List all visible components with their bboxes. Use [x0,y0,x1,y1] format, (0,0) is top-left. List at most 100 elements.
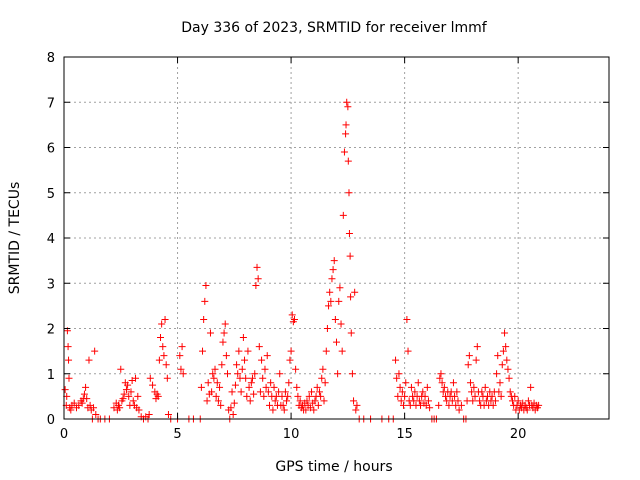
data-point [489,401,497,409]
data-point [176,352,184,360]
data-point [337,320,345,328]
data-point [402,379,410,387]
data-point [246,397,254,405]
data-point [313,383,321,391]
data-point [449,379,457,387]
data-point [177,365,185,373]
data-point [346,252,354,260]
x-axis-label: GPS time / hours [275,459,392,475]
data-point [260,392,268,400]
data-point [495,388,503,396]
data-point [333,338,340,346]
data-point [284,392,292,400]
data-point [210,374,218,382]
data-point [209,370,217,378]
x-axis-ticks: 0 5 10 15 20 [60,57,526,442]
data-point [259,374,267,382]
data-point [227,404,235,412]
data-point [122,386,130,394]
data-point [253,263,261,271]
data-point [344,157,352,165]
data-point [266,401,274,409]
data-point [238,365,246,373]
data-point [421,392,429,400]
data-point [469,397,477,405]
data-point [159,343,167,351]
x-tick-label: 0 [60,427,68,442]
data-point [436,374,444,382]
data-point [470,383,478,391]
data-point [247,379,255,387]
y-tick-label: 1 [47,368,55,383]
data-point [202,282,210,290]
data-point [423,383,431,391]
data-point [146,374,154,382]
data-point [221,320,229,328]
data-point [127,388,135,396]
data-point [292,365,300,373]
data-point [311,397,319,405]
data-point [120,390,128,398]
data-point [502,343,510,351]
data-point [267,379,275,387]
data-point [445,401,453,409]
data-point [351,288,359,296]
data-point [396,383,404,391]
data-point [338,347,346,355]
y-tick-label: 7 [47,96,55,111]
data-point [281,388,289,396]
data-point [208,388,216,396]
data-point [214,397,222,405]
data-point [471,392,479,400]
data-point [340,148,348,156]
data-point [468,388,476,396]
data-point [394,392,402,400]
data-point [491,397,499,405]
data-point [455,406,463,414]
data-point [116,404,124,412]
data-point [224,370,231,378]
data-point [220,329,228,337]
x-tick-label: 15 [396,427,413,442]
data-point [119,395,127,403]
data-point [293,383,301,391]
data-point [157,334,165,342]
data-point [454,397,462,405]
data-point [496,379,504,387]
data-point [296,397,304,405]
data-point [204,379,212,387]
data-point [125,392,133,400]
data-point [494,352,502,360]
data-point [199,347,207,355]
data-point [83,395,91,403]
data-point [350,397,358,405]
data-point [328,275,336,283]
data-point [234,370,242,378]
data-point [154,392,162,400]
data-point [255,343,263,351]
data-point [464,361,472,369]
data-point [250,390,258,398]
data-point [216,383,224,391]
data-point [335,297,343,305]
data-point [90,404,98,412]
data-point [162,361,170,369]
data-point [308,388,316,396]
data-point [527,383,535,391]
data-point [294,392,302,400]
data-point [310,406,318,414]
data-point [393,374,401,382]
data-point [263,352,271,360]
data-point [342,121,350,129]
data-point [353,401,361,409]
data-point [399,401,407,409]
data-point [326,288,334,296]
data-point [424,397,432,405]
data-point [290,315,298,323]
data-point [426,404,434,412]
y-axis-label: SRMTID / TECUs [7,182,23,295]
data-point [330,257,338,265]
y-tick-label: 4 [47,232,55,247]
data-point [451,392,459,400]
data-point [237,388,245,396]
